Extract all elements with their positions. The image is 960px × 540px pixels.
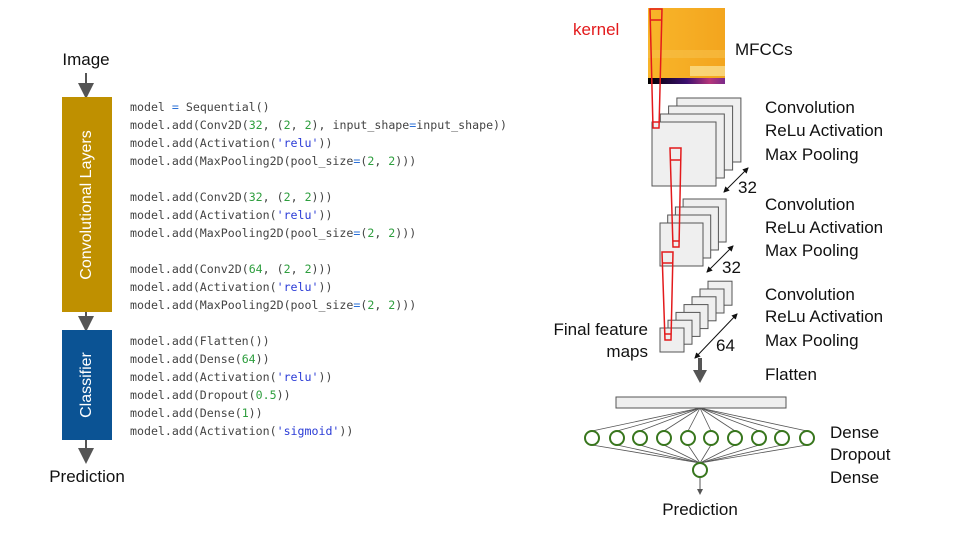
layer-op-label: Max Pooling xyxy=(765,331,859,350)
code-line: model.add(MaxPooling2D(pool_size=(2, 2))… xyxy=(130,226,416,240)
layer-op-label: Convolution xyxy=(765,98,855,117)
dropout-label: Dropout xyxy=(830,445,891,464)
code-line: model.add(Dropout(0.5)) xyxy=(130,388,291,402)
code-line: model.add(Activation('relu')) xyxy=(130,208,332,222)
connection xyxy=(687,444,701,464)
depth-arrow xyxy=(706,245,734,273)
layer-op-label: Convolution xyxy=(765,285,855,304)
connection xyxy=(699,444,712,464)
layer-op-label: Max Pooling xyxy=(765,241,859,260)
feature-maps xyxy=(651,97,742,353)
dense-neuron xyxy=(703,430,719,446)
layer-op-label: ReLu Activation xyxy=(765,218,883,237)
layer-op-label: Convolution xyxy=(765,195,855,214)
code-line: model.add(Conv2D(64, (2, 2))) xyxy=(130,262,333,276)
code-line: model.add(Dense(1)) xyxy=(130,406,263,420)
connection xyxy=(699,407,712,432)
feature-map-2 xyxy=(659,222,704,267)
dense-neuron xyxy=(774,430,790,446)
connection xyxy=(663,407,701,432)
layer-op-label: ReLu Activation xyxy=(765,307,883,326)
feature-map-3 xyxy=(659,327,685,353)
code-line: model.add(Dense(64)) xyxy=(130,352,270,366)
input-label: Image xyxy=(62,50,109,69)
connection xyxy=(699,444,760,464)
dense-neuron xyxy=(727,430,743,446)
connection xyxy=(699,444,808,464)
kernel-label: kernel xyxy=(573,20,619,39)
depth-label: 32 xyxy=(738,178,757,197)
feature-map-1 xyxy=(651,121,717,187)
final-maps-label-2: maps xyxy=(606,342,648,361)
dense-neuron xyxy=(680,430,696,446)
flatten-vector xyxy=(615,396,787,409)
classifier-label: Classifier xyxy=(78,351,95,417)
dense-neuron xyxy=(584,430,600,446)
depth-label: 32 xyxy=(722,258,741,277)
connection xyxy=(616,444,701,464)
final-maps-label: Final feature xyxy=(554,320,649,339)
prediction-label: Prediction xyxy=(662,500,738,519)
connection xyxy=(616,407,701,432)
flatten-arrow-head xyxy=(693,370,707,383)
dense-neuron xyxy=(751,430,767,446)
dense-label-1: Dense xyxy=(830,423,879,442)
dense-neuron xyxy=(656,430,672,446)
depth-label: 64 xyxy=(716,336,735,355)
connection xyxy=(699,444,736,464)
connection xyxy=(699,407,760,432)
depth-arrow xyxy=(723,167,749,193)
layer-op-label: ReLu Activation xyxy=(765,121,883,140)
code-line: model.add(Conv2D(32, (2, 2))) xyxy=(130,190,333,204)
kernel-window xyxy=(661,251,674,341)
connection xyxy=(591,444,701,464)
kernel-window xyxy=(669,147,682,248)
keras-code-listing: model = Sequential() model.add(Conv2D(32,… xyxy=(130,100,507,438)
classifier-block xyxy=(62,330,112,440)
dense-neuron xyxy=(799,430,815,446)
mfcc-label: MFCCs xyxy=(735,40,793,59)
connection xyxy=(699,444,783,464)
output-label: Prediction xyxy=(49,467,125,486)
dense-neuron xyxy=(609,430,625,446)
kernel-window xyxy=(649,8,663,129)
code-line: model.add(Activation('relu')) xyxy=(130,280,332,294)
code-line: model.add(Activation('relu')) xyxy=(130,136,332,150)
connection xyxy=(687,407,701,432)
code-line: model.add(MaxPooling2D(pool_size=(2, 2))… xyxy=(130,298,416,312)
layer-op-label: Max Pooling xyxy=(765,145,859,164)
connection xyxy=(663,444,701,464)
flatten-label: Flatten xyxy=(765,365,817,384)
conv-layers-block xyxy=(62,97,112,312)
layer-labels: Convolution ReLu Activation Max Pooling Con… xyxy=(765,98,883,350)
depth-arrows: 32 32 64 xyxy=(694,167,757,359)
code-line: model = Sequential() xyxy=(130,100,270,114)
connection xyxy=(591,407,701,432)
dense-neuron xyxy=(632,430,648,446)
depth-arrow xyxy=(694,313,738,359)
connection xyxy=(639,444,701,464)
code-line: model.add(Activation('sigmoid')) xyxy=(130,424,353,438)
connection xyxy=(699,407,783,432)
connection xyxy=(699,407,736,432)
conv-layers-label: Convolutional Layers xyxy=(78,130,95,279)
dense-network xyxy=(584,407,815,478)
dense-label-2: Dense xyxy=(830,468,879,487)
output-neuron xyxy=(692,462,708,478)
code-line: model.add(Conv2D(32, (2, 2), input_shape… xyxy=(130,118,507,132)
connection xyxy=(639,407,701,432)
code-line: model.add(Activation('relu')) xyxy=(130,370,332,384)
kernel-overlays xyxy=(649,8,682,341)
code-line: model.add(Flatten()) xyxy=(130,334,270,348)
code-line: model.add(MaxPooling2D(pool_size=(2, 2))… xyxy=(130,154,416,168)
connection xyxy=(699,407,808,432)
